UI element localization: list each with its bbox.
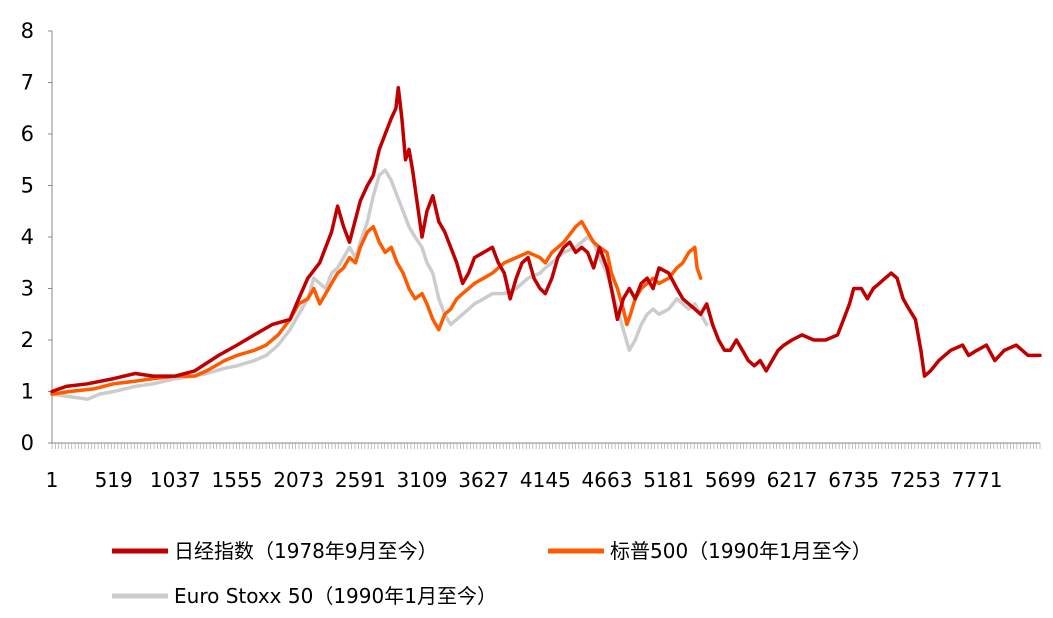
x-tick-label: 7771 — [952, 468, 1003, 492]
x-tick-label: 3627 — [458, 468, 509, 492]
series-line-1 — [50, 219, 703, 396]
x-tick-label: 6217 — [767, 468, 818, 492]
y-axis-ticks: 0 1 2 3 4 5 6 7 8 — [21, 19, 52, 455]
chart-legend: 日经指数（1978年9月至今） 标普500（1990年1月至今） Euro Stox… — [112, 539, 872, 608]
x-tick-label: 5181 — [643, 468, 694, 492]
x-tick-label: 519 — [95, 468, 133, 492]
y-tick-label: 8 — [21, 19, 34, 43]
legend-label-1: 标普500（1990年1月至今） — [610, 539, 872, 563]
x-tick-label: 4145 — [520, 468, 571, 492]
x-tick-label: 2073 — [273, 468, 324, 492]
x-tick-label: 4663 — [582, 468, 633, 492]
x-tick-label: 2591 — [335, 468, 386, 492]
x-tick-label: 7253 — [890, 468, 941, 492]
x-tick-label: 3109 — [397, 468, 448, 492]
x-tick-label: 1555 — [212, 468, 263, 492]
chart-series — [50, 85, 1042, 401]
y-tick-label: 4 — [21, 225, 34, 249]
series-line-0 — [50, 85, 1042, 394]
x-axis-minor-ticks — [51, 443, 1041, 449]
y-tick-label: 3 — [21, 277, 34, 301]
y-tick-label: 0 — [21, 431, 34, 455]
x-axis-ticks: 1 519 1037 1555 2073 2591 3109 3627 4145 4663 5181… — [46, 468, 1003, 492]
x-tick-label: 6735 — [828, 468, 879, 492]
y-tick-label: 1 — [21, 380, 34, 404]
legend-label-2: Euro Stoxx 50（1990年1月至今） — [174, 584, 497, 608]
y-tick-label: 2 — [21, 328, 34, 352]
y-tick-label: 7 — [21, 71, 34, 95]
chart-axes — [51, 31, 1041, 449]
x-tick-label: 5699 — [705, 468, 756, 492]
x-tick-label: 1 — [46, 468, 59, 492]
x-tick-label: 1037 — [150, 468, 201, 492]
legend-label-0: 日经指数（1978年9月至今） — [174, 539, 438, 563]
y-tick-label: 5 — [21, 174, 34, 198]
series-line-2 — [50, 168, 709, 401]
y-tick-label: 6 — [21, 122, 34, 146]
